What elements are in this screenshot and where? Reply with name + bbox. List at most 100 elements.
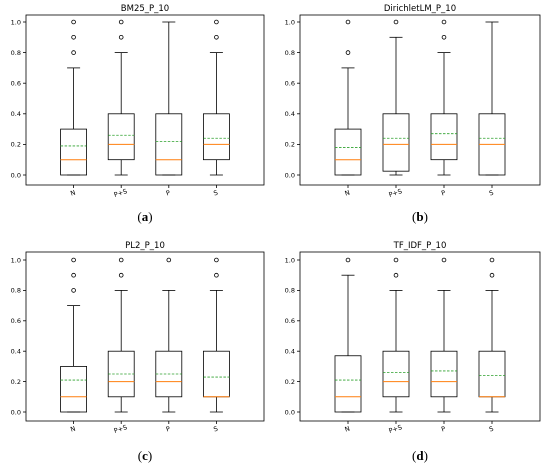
iqr-box xyxy=(430,113,458,161)
y-tick-label: 0.0 xyxy=(11,171,21,179)
box-P xyxy=(155,21,183,176)
y-tick-label: 0.6 xyxy=(11,317,21,325)
panel-label: (d) xyxy=(412,448,428,463)
iqr-box xyxy=(60,365,87,413)
y-tick-label: 0.8 xyxy=(285,49,295,57)
outlier-point xyxy=(441,19,447,25)
x-tick-label: P+S xyxy=(113,187,128,199)
iqr-box xyxy=(382,113,410,172)
outlier-point xyxy=(71,257,76,263)
outlier-point xyxy=(71,19,76,25)
iqr-box xyxy=(155,113,183,176)
iqr-box xyxy=(334,355,362,413)
y-tick-label: 0.0 xyxy=(285,171,295,179)
box-P+S xyxy=(107,19,135,176)
panel-label: (a) xyxy=(137,209,152,224)
outlier-point xyxy=(393,19,399,25)
outlier-point xyxy=(441,257,447,263)
y-tick-label: 0.0 xyxy=(11,408,21,416)
outlier-point xyxy=(345,50,351,55)
box-N xyxy=(60,257,87,413)
box-S xyxy=(202,19,230,176)
outlier-point xyxy=(345,257,351,263)
chart-panel-b: DirichletLM_P_10 0.0 0.2 0.4 0.6 0.8 1.0 N P+S P S… xyxy=(285,4,541,224)
y-tick-label: 0.4 xyxy=(285,348,295,356)
y-tick-label: 0.2 xyxy=(285,141,295,149)
box-S xyxy=(478,257,506,413)
x-tick-label: S xyxy=(213,425,219,434)
panel-label: (c) xyxy=(138,448,152,463)
plot-frame xyxy=(299,251,541,422)
chart-panel-d: TF_IDF_P_10 0.0 0.2 0.4 0.6 0.8 1.0 N P+S P S (d) xyxy=(285,241,541,463)
box-P xyxy=(430,19,458,176)
y-tick-label: 0.8 xyxy=(11,287,21,295)
iqr-box xyxy=(107,113,135,161)
box-P xyxy=(155,257,183,413)
box-N xyxy=(334,257,362,413)
x-tick-label: N xyxy=(69,189,76,198)
chart-title: PL2_P_10 xyxy=(125,241,165,251)
y-tick-label: 1.0 xyxy=(11,18,21,26)
box-P+S xyxy=(382,257,410,413)
iqr-box xyxy=(60,128,87,176)
box-P xyxy=(430,257,458,413)
outlier-point xyxy=(214,272,219,278)
outlier-point xyxy=(489,272,495,278)
chart-title: BM25_P_10 xyxy=(121,4,169,14)
outlier-point xyxy=(118,257,124,263)
box-P+S xyxy=(382,19,410,176)
outlier-point xyxy=(393,272,399,278)
chart-title: TF_IDF_P_10 xyxy=(393,241,447,251)
chart-panel-c: PL2_P_10 0.0 0.2 0.4 0.6 0.8 1.0 N P+S P S (c) xyxy=(11,241,265,463)
x-tick-label: N xyxy=(344,189,351,198)
outlier-point xyxy=(71,50,76,55)
box-N xyxy=(60,19,87,176)
x-tick-label: P xyxy=(165,425,171,434)
outlier-point xyxy=(441,34,447,40)
y-tick-label: 0.4 xyxy=(11,110,21,118)
iqr-box xyxy=(202,350,230,398)
y-tick-label: 1.0 xyxy=(11,256,21,264)
iqr-box xyxy=(202,113,230,161)
iqr-box xyxy=(478,350,506,398)
outlier-point xyxy=(393,257,399,263)
y-tick-label: 0.6 xyxy=(11,80,21,88)
outlier-point xyxy=(71,34,76,40)
y-tick-label: 1.0 xyxy=(285,18,295,26)
x-tick-label: S xyxy=(488,189,494,198)
outlier-point xyxy=(214,34,219,40)
outlier-point xyxy=(166,257,172,263)
box-P+S xyxy=(107,257,135,413)
y-tick-label: 0.2 xyxy=(285,378,295,386)
outlier-point xyxy=(214,257,219,263)
chart-title: DirichletLM_P_10 xyxy=(384,4,456,14)
x-tick-label: N xyxy=(69,425,76,434)
x-tick-label: P xyxy=(440,425,446,434)
y-tick-label: 0.6 xyxy=(285,80,295,88)
iqr-box xyxy=(334,128,362,176)
x-tick-label: S xyxy=(213,189,219,198)
outlier-point xyxy=(489,257,495,263)
chart-panel-a: BM25_P_10 0.0 0.2 0.4 0.6 0.8 1.0 N P+S P S (a) xyxy=(11,4,265,224)
iqr-box xyxy=(430,350,458,398)
y-tick-label: 0.4 xyxy=(11,348,21,356)
plot-frame xyxy=(25,14,265,186)
plot-frame xyxy=(25,251,265,422)
x-tick-label: P xyxy=(440,189,446,198)
iqr-box xyxy=(382,350,410,398)
x-tick-label: S xyxy=(488,425,494,434)
x-tick-label: P+S xyxy=(388,187,403,199)
y-tick-label: 0.2 xyxy=(11,378,21,386)
y-tick-label: 0.4 xyxy=(285,110,295,118)
outlier-point xyxy=(214,19,219,25)
outlier-point xyxy=(71,288,76,293)
outlier-point xyxy=(71,272,76,278)
x-tick-label: N xyxy=(344,425,351,434)
box-S xyxy=(202,257,230,413)
plot-frame xyxy=(299,14,541,186)
y-tick-label: 0.6 xyxy=(285,317,295,325)
x-tick-label: P xyxy=(165,189,171,198)
outlier-point xyxy=(345,19,351,25)
y-tick-label: 0.2 xyxy=(11,141,21,149)
